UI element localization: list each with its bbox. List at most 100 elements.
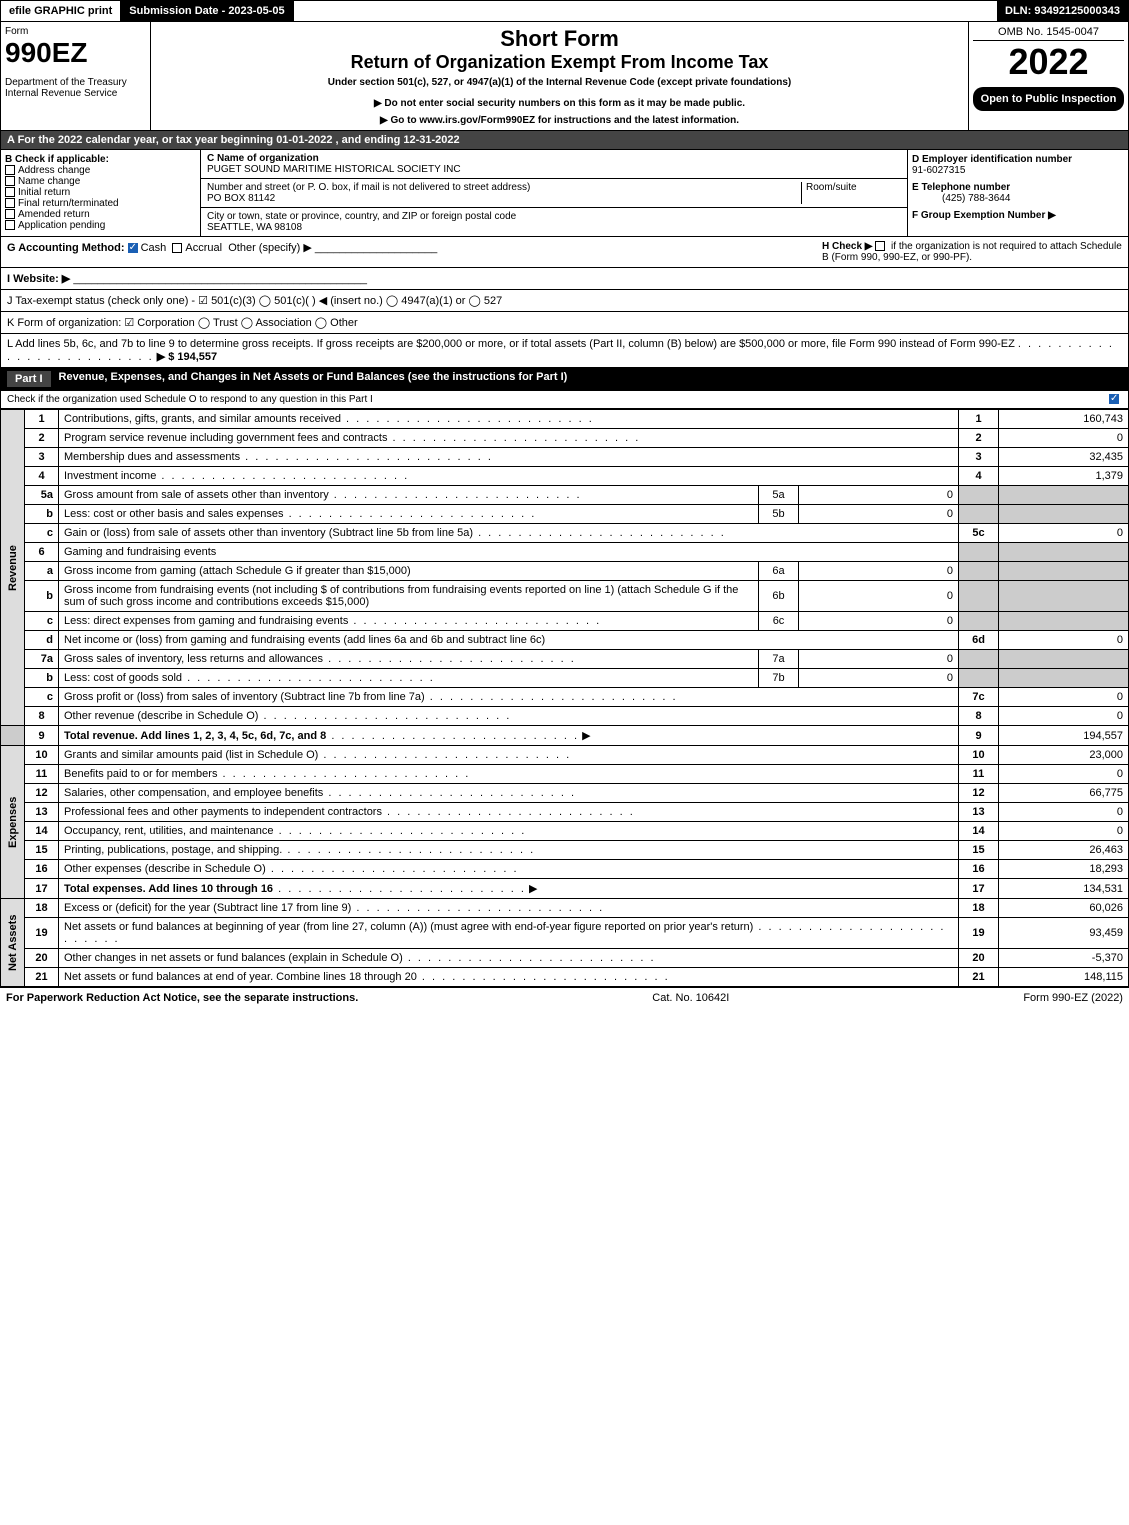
r7a-num: 7a — [25, 650, 59, 669]
r5a-ln-grey — [959, 486, 999, 505]
r15-amt: 26,463 — [999, 841, 1129, 860]
check-amended[interactable]: Amended return — [5, 209, 196, 220]
r6b-desc: Gross income from fundraising events (no… — [64, 584, 738, 608]
form-number: 990EZ — [5, 37, 146, 69]
r6a-amt-grey — [999, 562, 1129, 581]
efile-label[interactable]: efile GRAPHIC print — [1, 1, 121, 21]
r11-amt: 0 — [999, 765, 1129, 784]
ein-label: D Employer identification number — [912, 154, 1072, 165]
r18-ln: 18 — [959, 899, 999, 918]
r5c-num: c — [25, 524, 59, 543]
goto-link[interactable]: ▶ Go to www.irs.gov/Form990EZ for instru… — [155, 115, 964, 126]
r17-num: 17 — [25, 879, 59, 899]
r6d-desc: Net income or (loss) from gaming and fun… — [64, 634, 545, 646]
r16-ln: 16 — [959, 860, 999, 879]
r6b-sv: 0 — [799, 581, 959, 612]
check-schedule-o[interactable] — [1109, 394, 1119, 404]
r14-amt: 0 — [999, 822, 1129, 841]
line-l: L Add lines 5b, 6c, and 7b to line 9 to … — [0, 334, 1129, 368]
g-label: G Accounting Method: — [7, 242, 125, 254]
r2-num: 2 — [25, 429, 59, 448]
row-19: 19 Net assets or fund balances at beginn… — [1, 918, 1129, 949]
r6-amt-grey — [999, 543, 1129, 562]
row-7c: c Gross profit or (loss) from sales of i… — [1, 688, 1129, 707]
r8-desc: Other revenue (describe in Schedule O) — [64, 710, 258, 722]
section-bcd: B Check if applicable: Address change Na… — [0, 150, 1129, 237]
r21-ln: 21 — [959, 968, 999, 987]
opt-name: Name change — [18, 176, 80, 187]
check-name-change[interactable]: Name change — [5, 176, 196, 187]
r5a-desc: Gross amount from sale of assets other t… — [64, 489, 329, 501]
r17-desc: Total expenses. Add lines 10 through 16 — [64, 883, 273, 895]
r10-desc: Grants and similar amounts paid (list in… — [64, 749, 318, 761]
r3-amt: 32,435 — [999, 448, 1129, 467]
r14-desc: Occupancy, rent, utilities, and maintena… — [64, 825, 274, 837]
expenses-sidetab: Expenses — [1, 746, 25, 899]
check-cash[interactable] — [128, 243, 138, 253]
line-h: H Check ▶ if the organization is not req… — [822, 241, 1122, 263]
row-6a: a Gross income from gaming (attach Sched… — [1, 562, 1129, 581]
header-right: OMB No. 1545-0047 2022 Open to Public In… — [968, 22, 1128, 130]
r6d-amt: 0 — [999, 631, 1129, 650]
r7b-num: b — [25, 669, 59, 688]
line-g: G Accounting Method: Cash Accrual Other … — [7, 241, 822, 263]
r6c-num: c — [25, 612, 59, 631]
check-h[interactable] — [875, 241, 885, 251]
check-pending[interactable]: Application pending — [5, 220, 196, 231]
check-accrual[interactable] — [172, 243, 182, 253]
r7a-desc: Gross sales of inventory, less returns a… — [64, 653, 323, 665]
r2-amt: 0 — [999, 429, 1129, 448]
title-short: Short Form — [155, 26, 964, 52]
r7b-sv: 0 — [799, 669, 959, 688]
open-public: Open to Public Inspection — [973, 87, 1124, 111]
r4-num: 4 — [25, 467, 59, 486]
check-address-change[interactable]: Address change — [5, 165, 196, 176]
opt-final: Final return/terminated — [18, 198, 119, 209]
r6a-ln-grey — [959, 562, 999, 581]
r11-num: 11 — [25, 765, 59, 784]
line-k: K Form of organization: ☑ Corporation ◯ … — [0, 312, 1129, 334]
line-i: I Website: ▶ ___________________________… — [0, 268, 1129, 290]
row-5c: c Gain or (loss) from sale of assets oth… — [1, 524, 1129, 543]
r20-amt: -5,370 — [999, 949, 1129, 968]
row-13: 13 Professional fees and other payments … — [1, 803, 1129, 822]
street-value: PO BOX 81142 — [207, 193, 275, 204]
l-text: L Add lines 5b, 6c, and 7b to line 9 to … — [7, 338, 1015, 350]
row-11: 11 Benefits paid to or for members 11 0 — [1, 765, 1129, 784]
r5b-num: b — [25, 505, 59, 524]
street-row: Number and street (or P. O. box, if mail… — [201, 179, 907, 208]
footer-mid: Cat. No. 10642I — [652, 992, 729, 1004]
r5a-sn: 5a — [759, 486, 799, 505]
dept-line-1: Department of the Treasury — [5, 77, 146, 88]
phone-label: E Telephone number — [912, 182, 1010, 193]
r19-num: 19 — [25, 918, 59, 949]
r12-num: 12 — [25, 784, 59, 803]
r16-amt: 18,293 — [999, 860, 1129, 879]
check-initial-return[interactable]: Initial return — [5, 187, 196, 198]
row-2: 2 Program service revenue including gove… — [1, 429, 1129, 448]
r12-ln: 12 — [959, 784, 999, 803]
box-b: B Check if applicable: Address change Na… — [1, 150, 201, 236]
box-d: D Employer identification number91-60273… — [908, 150, 1128, 236]
city-row: City or town, state or province, country… — [201, 208, 907, 236]
check-final-return[interactable]: Final return/terminated — [5, 198, 196, 209]
r5a-num: 5a — [25, 486, 59, 505]
r14-ln: 14 — [959, 822, 999, 841]
r18-num: 18 — [25, 899, 59, 918]
row-5a: 5a Gross amount from sale of assets othe… — [1, 486, 1129, 505]
r6b-amt-grey — [999, 581, 1129, 612]
ssn-warning: ▶ Do not enter social security numbers o… — [155, 98, 964, 109]
r11-desc: Benefits paid to or for members — [64, 768, 217, 780]
r21-amt: 148,115 — [999, 968, 1129, 987]
part1-tag: Part I — [7, 371, 51, 387]
form-word: Form — [5, 26, 146, 37]
box-b-label: B Check if applicable: — [5, 154, 196, 165]
under-section: Under section 501(c), 527, or 4947(a)(1)… — [155, 77, 964, 88]
r6a-sv: 0 — [799, 562, 959, 581]
r1-num: 1 — [25, 410, 59, 429]
r10-amt: 23,000 — [999, 746, 1129, 765]
r13-ln: 13 — [959, 803, 999, 822]
r4-ln: 4 — [959, 467, 999, 486]
r16-num: 16 — [25, 860, 59, 879]
r6c-sv: 0 — [799, 612, 959, 631]
